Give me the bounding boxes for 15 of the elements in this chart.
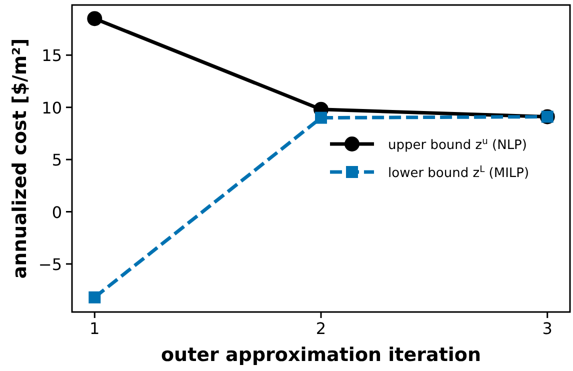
- x-tick-label: 1: [90, 319, 100, 338]
- x-axis-title: outer approximation iteration: [160, 344, 482, 366]
- x-tick-label: 2: [316, 319, 326, 338]
- legend-label: upper bound z$^{u}$ (NLP): [388, 137, 527, 153]
- y-tick-label: 15: [42, 46, 62, 66]
- point: [88, 291, 101, 304]
- y-tick-label: 0: [52, 202, 62, 222]
- y-tick-label: −5: [38, 254, 62, 274]
- y-tick-label: 5: [52, 150, 62, 170]
- y-axis-title: annualized cost [$/m²]: [9, 38, 31, 279]
- legend-label: lower bound z$^{L}$ (MILP): [388, 165, 530, 181]
- y-tick-label: 10: [42, 98, 62, 118]
- point: [315, 112, 327, 124]
- x-tick-label: 3: [542, 319, 552, 338]
- point: [87, 11, 102, 26]
